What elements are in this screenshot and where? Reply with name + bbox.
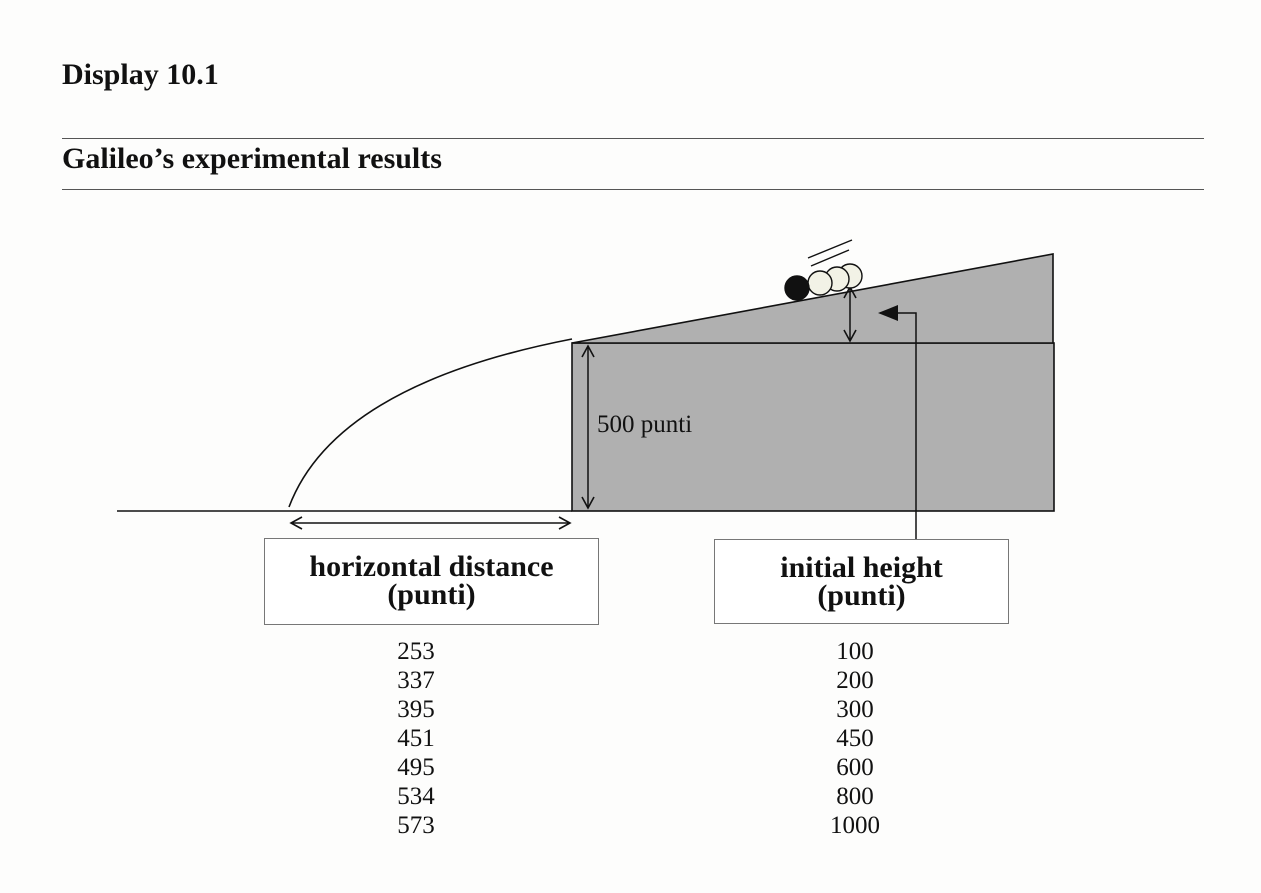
initial-height-label: initial height bbox=[780, 551, 943, 584]
initial-height-value: 300 bbox=[836, 696, 874, 723]
horizontal-distance-value: 253 bbox=[397, 638, 435, 665]
initial-height-value: 1000 bbox=[830, 812, 880, 839]
ball-current bbox=[784, 275, 810, 301]
horizontal-distance-label-box: horizontal distance (punti) bbox=[264, 538, 599, 625]
title-bottom-rule bbox=[62, 189, 1204, 190]
title-top-rule bbox=[62, 138, 1204, 139]
motion-line bbox=[807, 239, 853, 259]
horizontal-distance-value: 495 bbox=[397, 754, 435, 781]
inclined-ramp bbox=[571, 253, 1054, 344]
horizontal-distance-value: 534 bbox=[397, 783, 435, 810]
ball-trail bbox=[807, 270, 833, 296]
horizontal-distance-value: 395 bbox=[397, 696, 435, 723]
horizontal-distance-value: 573 bbox=[397, 812, 435, 839]
horizontal-distance-value: 451 bbox=[397, 725, 435, 752]
initial-height-value: 100 bbox=[836, 638, 874, 665]
initial-height-unit: (punti) bbox=[817, 579, 906, 612]
display-label: Display 10.1 bbox=[62, 58, 219, 91]
initial-height-value: 450 bbox=[836, 725, 874, 752]
table-block bbox=[571, 342, 1055, 512]
initial-height-value: 600 bbox=[836, 754, 874, 781]
horizontal-distance-label: horizontal distance bbox=[309, 550, 554, 583]
initial-height-label-box: initial height (punti) bbox=[714, 539, 1009, 624]
initial-height-value: 800 bbox=[836, 783, 874, 810]
initial-height-value: 200 bbox=[836, 667, 874, 694]
section-title: Galileo’s experimental results bbox=[62, 142, 442, 175]
initial-height-values: 100 200 300 450 600 800 1000 bbox=[775, 637, 935, 840]
horizontal-distance-values: 253 337 395 451 495 534 573 bbox=[336, 637, 496, 840]
projectile-trajectory bbox=[288, 338, 573, 508]
horizontal-distance-unit: (punti) bbox=[387, 578, 476, 611]
horizontal-distance-value: 337 bbox=[397, 667, 435, 694]
motion-line bbox=[810, 249, 850, 267]
rolling-balls bbox=[784, 263, 863, 301]
wall-height-label: 500 punti bbox=[597, 411, 692, 438]
label-pointer-arrow bbox=[878, 305, 917, 539]
